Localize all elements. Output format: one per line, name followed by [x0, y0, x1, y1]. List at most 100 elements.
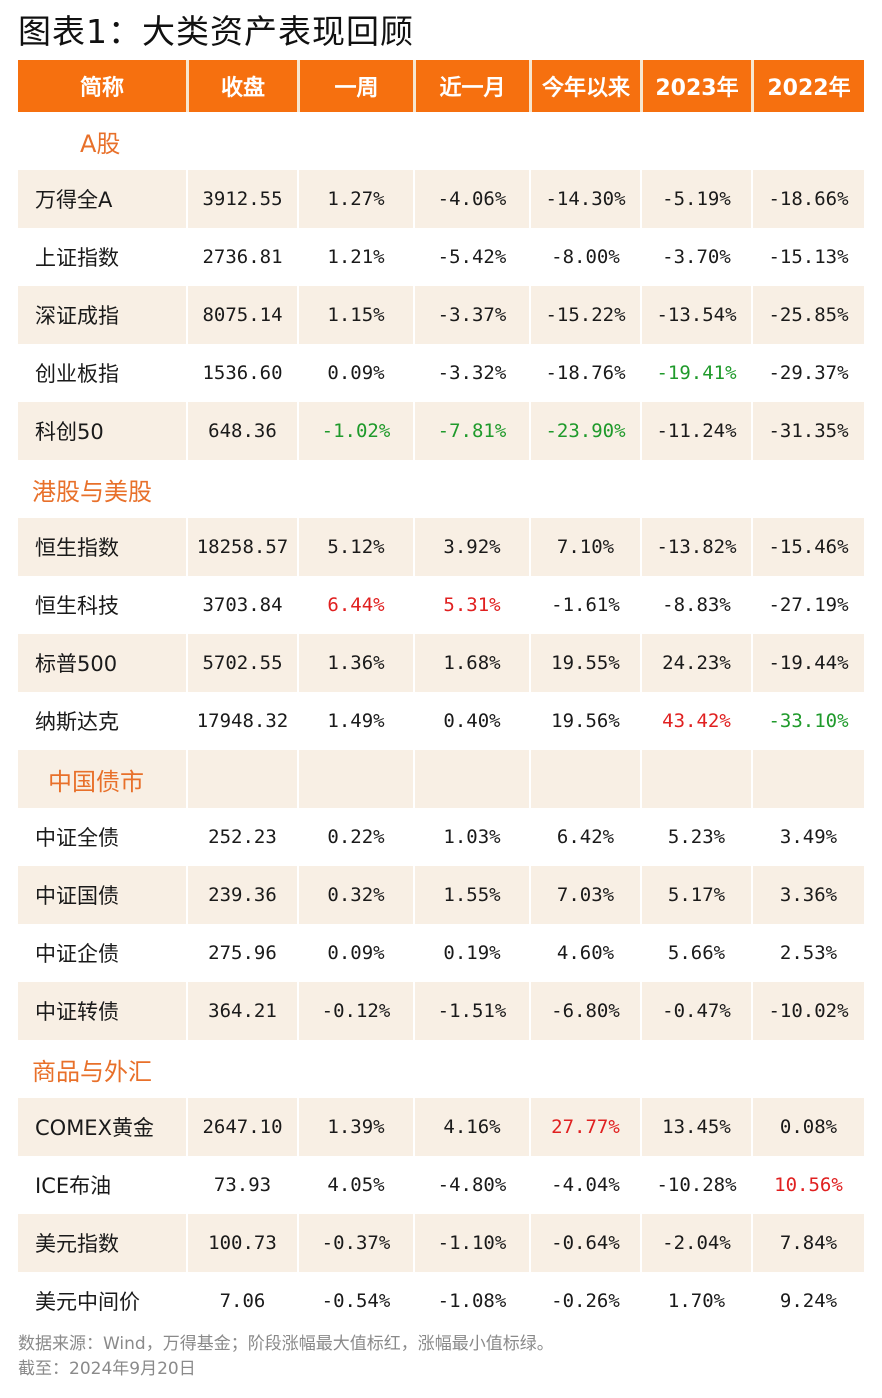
cell-week: 5.12% — [297, 518, 413, 576]
cell-2022: -31.35% — [751, 402, 864, 460]
cell-name: 美元中间价 — [35, 1290, 140, 1314]
cell-month: -4.06% — [413, 170, 529, 228]
source-footnote: 数据来源：Wind，万得基金；阶段涨幅最大值标红，涨幅最小值标绿。 — [18, 1334, 554, 1354]
cell-ytd: -4.04% — [529, 1156, 640, 1214]
section-row-commodities-fx: 商品与外汇 — [18, 1040, 864, 1098]
cell-2022: -25.85% — [751, 286, 864, 344]
cell-2022: 9.24% — [751, 1272, 864, 1330]
cell-month: 1.55% — [413, 866, 529, 924]
cell-ytd: -14.30% — [529, 170, 640, 228]
cell-2022: -15.13% — [751, 228, 864, 286]
cell-month: 3.92% — [413, 518, 529, 576]
cell-ytd-max: 27.77% — [529, 1098, 640, 1156]
cell-close: 2736.81 — [186, 228, 297, 286]
cell-close: 364.21 — [186, 982, 297, 1040]
cell-2023: -11.24% — [640, 402, 751, 460]
cell-2022: -10.02% — [751, 982, 864, 1040]
cell-month: -3.32% — [413, 344, 529, 402]
cell-2022: 0.08% — [751, 1098, 864, 1156]
cell-week: 0.32% — [297, 866, 413, 924]
cell-2023: -3.70% — [640, 228, 751, 286]
cell-2022: 7.84% — [751, 1214, 864, 1272]
cell-name: COMEX黄金 — [18, 1098, 186, 1156]
header-close: 收盘 — [186, 60, 297, 112]
table-row: 万得全A 3912.55 1.27% -4.06% -14.30% -5.19%… — [18, 170, 864, 228]
table-row: COMEX黄金 2647.10 1.39% 4.16% 27.77% 13.45… — [18, 1098, 864, 1156]
cell-close: 252.23 — [186, 808, 297, 866]
cell-2023: -0.47% — [640, 982, 751, 1040]
cell-2023-min: -19.41% — [640, 344, 751, 402]
page-title: 图表1：大类资产表现回顾 — [18, 12, 414, 51]
cell-name: 纳斯达克 — [35, 710, 119, 734]
cell-name: 中证全债 — [35, 826, 119, 850]
cell-name: 科创50 — [18, 402, 186, 460]
header-month: 近一月 — [413, 60, 529, 112]
cell-close: 1536.60 — [186, 344, 297, 402]
cell-2023: -10.28% — [640, 1156, 751, 1214]
table-row: 上证指数 2736.81 1.21% -5.42% -8.00% -3.70% … — [18, 228, 864, 286]
table-row: ICE布油 73.93 4.05% -4.80% -4.04% -10.28% … — [18, 1156, 864, 1214]
cell-ytd: 19.56% — [529, 692, 640, 750]
cell-close: 8075.14 — [186, 286, 297, 344]
cell-close: 5702.55 — [186, 634, 297, 692]
header-name: 简称 — [18, 60, 186, 112]
table-row: 中证国债 239.36 0.32% 1.55% 7.03% 5.17% 3.36… — [18, 866, 864, 924]
cell-month: -5.42% — [413, 228, 529, 286]
table-row: 中证转债 364.21 -0.12% -1.51% -6.80% -0.47% … — [18, 982, 864, 1040]
section-label: 港股与美股 — [32, 477, 152, 506]
cell-2023: 5.23% — [640, 808, 751, 866]
cell-name: 恒生科技 — [35, 594, 119, 618]
cell-close: 100.73 — [186, 1214, 297, 1272]
cell-week: 1.49% — [297, 692, 413, 750]
cell-month: -1.51% — [413, 982, 529, 1040]
cell-month: -3.37% — [413, 286, 529, 344]
cell-month: 4.16% — [413, 1098, 529, 1156]
cell-name: 上证指数 — [35, 246, 119, 270]
cell-week: 0.09% — [297, 924, 413, 982]
cell-name: 创业板指 — [35, 362, 119, 386]
cell-2023: 13.45% — [640, 1098, 751, 1156]
section-row-a-shares: A股 — [18, 112, 864, 170]
cell-ytd: -0.64% — [529, 1214, 640, 1272]
cell-month: 0.19% — [413, 924, 529, 982]
cell-2023: -8.83% — [640, 576, 751, 634]
cell-month: 0.40% — [413, 692, 529, 750]
cell-ytd: 6.42% — [529, 808, 640, 866]
cell-ytd-min: -23.90% — [529, 402, 640, 460]
cell-name: 中证企债 — [35, 942, 119, 966]
cell-close: 2647.10 — [186, 1098, 297, 1156]
table-row: 深证成指 8075.14 1.15% -3.37% -15.22% -13.54… — [18, 286, 864, 344]
cell-name: 标普500 — [18, 634, 186, 692]
cell-ytd: -1.61% — [529, 576, 640, 634]
cell-2022: -29.37% — [751, 344, 864, 402]
cell-ytd: 4.60% — [529, 924, 640, 982]
cell-close: 17948.32 — [186, 692, 297, 750]
table-row: 中证全债 252.23 0.22% 1.03% 6.42% 5.23% 3.49… — [18, 808, 864, 866]
cell-name: 中证转债 — [18, 982, 186, 1040]
cell-name: 恒生指数 — [18, 518, 186, 576]
cell-close: 18258.57 — [186, 518, 297, 576]
cell-2023: -13.82% — [640, 518, 751, 576]
cell-month: 1.68% — [413, 634, 529, 692]
cell-2022: -19.44% — [751, 634, 864, 692]
cell-ytd: 7.10% — [529, 518, 640, 576]
cell-week-max: 6.44% — [297, 576, 413, 634]
header-2023: 2023年 — [640, 60, 751, 112]
cell-ytd: 7.03% — [529, 866, 640, 924]
cell-week: 1.27% — [297, 170, 413, 228]
cell-close: 3912.55 — [186, 170, 297, 228]
table-row: 纳斯达克 17948.32 1.49% 0.40% 19.56% 43.42% … — [18, 692, 864, 750]
cell-name: 深证成指 — [18, 286, 186, 344]
table-row: 恒生科技 3703.84 6.44% 5.31% -1.61% -8.83% -… — [18, 576, 864, 634]
cell-week: 1.21% — [297, 228, 413, 286]
cell-2023: 5.17% — [640, 866, 751, 924]
cell-2023: 1.70% — [640, 1272, 751, 1330]
cell-month: -4.80% — [413, 1156, 529, 1214]
section-row-hk-us: 港股与美股 — [18, 460, 864, 518]
cell-name: 万得全A — [18, 170, 186, 228]
cell-ytd: 19.55% — [529, 634, 640, 692]
cell-2022: -27.19% — [751, 576, 864, 634]
header-ytd: 今年以来 — [529, 60, 640, 112]
cell-week: 0.22% — [297, 808, 413, 866]
cell-week: -0.37% — [297, 1214, 413, 1272]
